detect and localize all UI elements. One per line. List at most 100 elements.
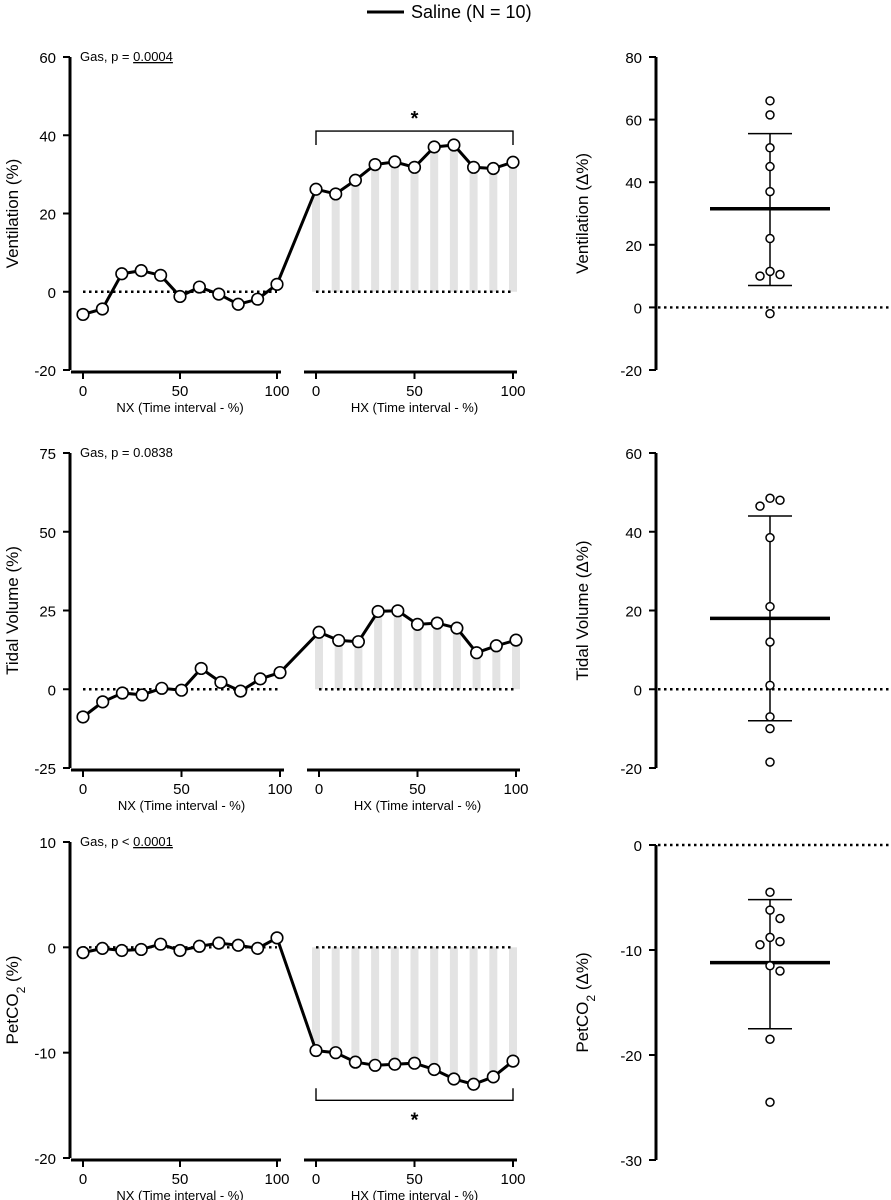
y-tick-label: 40 — [625, 525, 642, 542]
data-point — [174, 683, 189, 697]
subject-point — [755, 501, 765, 511]
y-axis-title: Ventilation (Δ%) — [573, 153, 592, 274]
data-point — [154, 268, 168, 282]
y-axis-title-unit: (Δ%) — [573, 952, 592, 995]
data-point — [115, 267, 129, 281]
data-point — [329, 187, 343, 201]
stat-annotation: Gas, p < 0.0001 — [80, 834, 173, 849]
data-point — [95, 941, 109, 955]
hx-shade-bar — [512, 640, 520, 690]
hx-x-tick-label: 50 — [406, 383, 423, 400]
y-axis-title-text: Ventilation (Δ%) — [573, 153, 592, 274]
data-point — [427, 1062, 441, 1077]
subject-point — [775, 936, 785, 947]
data-point — [486, 161, 500, 176]
hx-shade-bar — [390, 947, 399, 1065]
y-tick-label: -10 — [620, 943, 642, 960]
hx-shade-bar — [413, 624, 422, 690]
data-point — [467, 1077, 481, 1091]
data-point — [427, 140, 441, 154]
y-tick-label: 50 — [39, 525, 56, 542]
hx-shade-bar — [371, 164, 380, 292]
subject-point — [765, 186, 775, 197]
data-point — [76, 307, 90, 322]
data-point — [135, 688, 149, 702]
hx-x-axis-title: HX (Time interval - %) — [351, 1188, 478, 1200]
hx-shade-bar — [351, 180, 360, 292]
y-tick-label: 60 — [625, 113, 642, 130]
stat-annotation: Gas, p = 0.0838 — [80, 445, 173, 460]
subject-point — [775, 966, 785, 976]
y-axis-title: Ventilation (%) — [3, 159, 22, 269]
hx-shade-bar — [472, 652, 481, 690]
data-point — [134, 264, 148, 278]
nx-x-tick-label: 50 — [172, 1171, 189, 1188]
data-point — [214, 675, 228, 689]
y-tick-label: 80 — [625, 50, 642, 67]
y-axis-title: Tidal Volume (%) — [3, 546, 22, 675]
hx-shade-bar — [449, 145, 458, 292]
y-tick-label: 0 — [48, 285, 56, 302]
subject-point — [765, 601, 775, 612]
subject-point — [765, 1097, 775, 1107]
subject-point — [755, 271, 765, 281]
hx-x-tick-label: 100 — [500, 383, 525, 400]
data-point — [489, 639, 503, 653]
subject-point — [765, 905, 775, 915]
nx-x-tick-label: 0 — [79, 383, 87, 400]
stat-prefix: Gas, p < — [80, 834, 133, 849]
subject-point — [765, 1034, 775, 1044]
data-point — [212, 287, 226, 301]
hx-shade-bar — [312, 947, 320, 1051]
y-tick-label: 0 — [48, 940, 56, 957]
significance-star: * — [411, 1109, 419, 1131]
data-point — [348, 173, 363, 187]
subject-point — [775, 269, 785, 280]
hx-shade-bar — [374, 611, 383, 690]
data-point — [506, 155, 520, 169]
hx-shade-bar — [315, 632, 323, 690]
y-tick-label: 0 — [48, 682, 56, 699]
data-point — [192, 280, 206, 294]
hx-shade-bar — [371, 947, 380, 1066]
hx-shade-bar — [390, 161, 399, 292]
hx-shade-bar — [334, 640, 343, 690]
significance-bracket — [315, 1088, 514, 1101]
hx-shade-bar — [410, 947, 419, 1064]
hx-shade-bar — [509, 162, 517, 292]
stat-p-value: 0.0001 — [133, 834, 173, 849]
subject-point — [765, 887, 775, 897]
data-point — [371, 604, 385, 619]
petco2-time-panel: -20 -10 0 10 PetCO2 (%) Gas, p < 0.0001 0 50 100… — [3, 834, 526, 1200]
hx-x-axis-title: HX (Time interval - %) — [354, 798, 481, 813]
subject-point — [765, 161, 775, 172]
data-point — [450, 621, 464, 635]
y-tick-label: -10 — [34, 1046, 56, 1063]
data-point — [486, 1070, 500, 1084]
nx-x-tick-label: 0 — [79, 781, 87, 798]
hx-shade-bar — [433, 623, 442, 690]
y-tick-label: 0 — [634, 838, 642, 855]
data-point — [351, 635, 366, 649]
data-point — [253, 672, 267, 686]
hx-shade-bar — [430, 146, 439, 292]
y-tick-label: 75 — [39, 446, 56, 463]
series-line — [82, 935, 514, 1086]
data-point — [368, 1058, 382, 1072]
y-axis-title-subscript: 2 — [584, 995, 598, 1002]
nx-x-tick-label: 100 — [264, 383, 289, 400]
hx-shade-bar — [331, 193, 340, 292]
nx-x-tick-label: 0 — [79, 1171, 87, 1188]
subject-point — [775, 913, 785, 924]
hx-x-tick-label: 50 — [406, 1171, 423, 1188]
data-point — [173, 943, 187, 958]
y-axis-title: PetCO2 (Δ%) — [573, 952, 598, 1052]
legend: Saline (N = 10) — [367, 2, 532, 22]
y-tick-label: 10 — [39, 835, 56, 852]
data-point — [509, 633, 523, 647]
data-point — [388, 1057, 402, 1071]
hx-shade-bar — [489, 168, 498, 292]
data-point — [234, 684, 248, 698]
data-point — [391, 604, 405, 618]
